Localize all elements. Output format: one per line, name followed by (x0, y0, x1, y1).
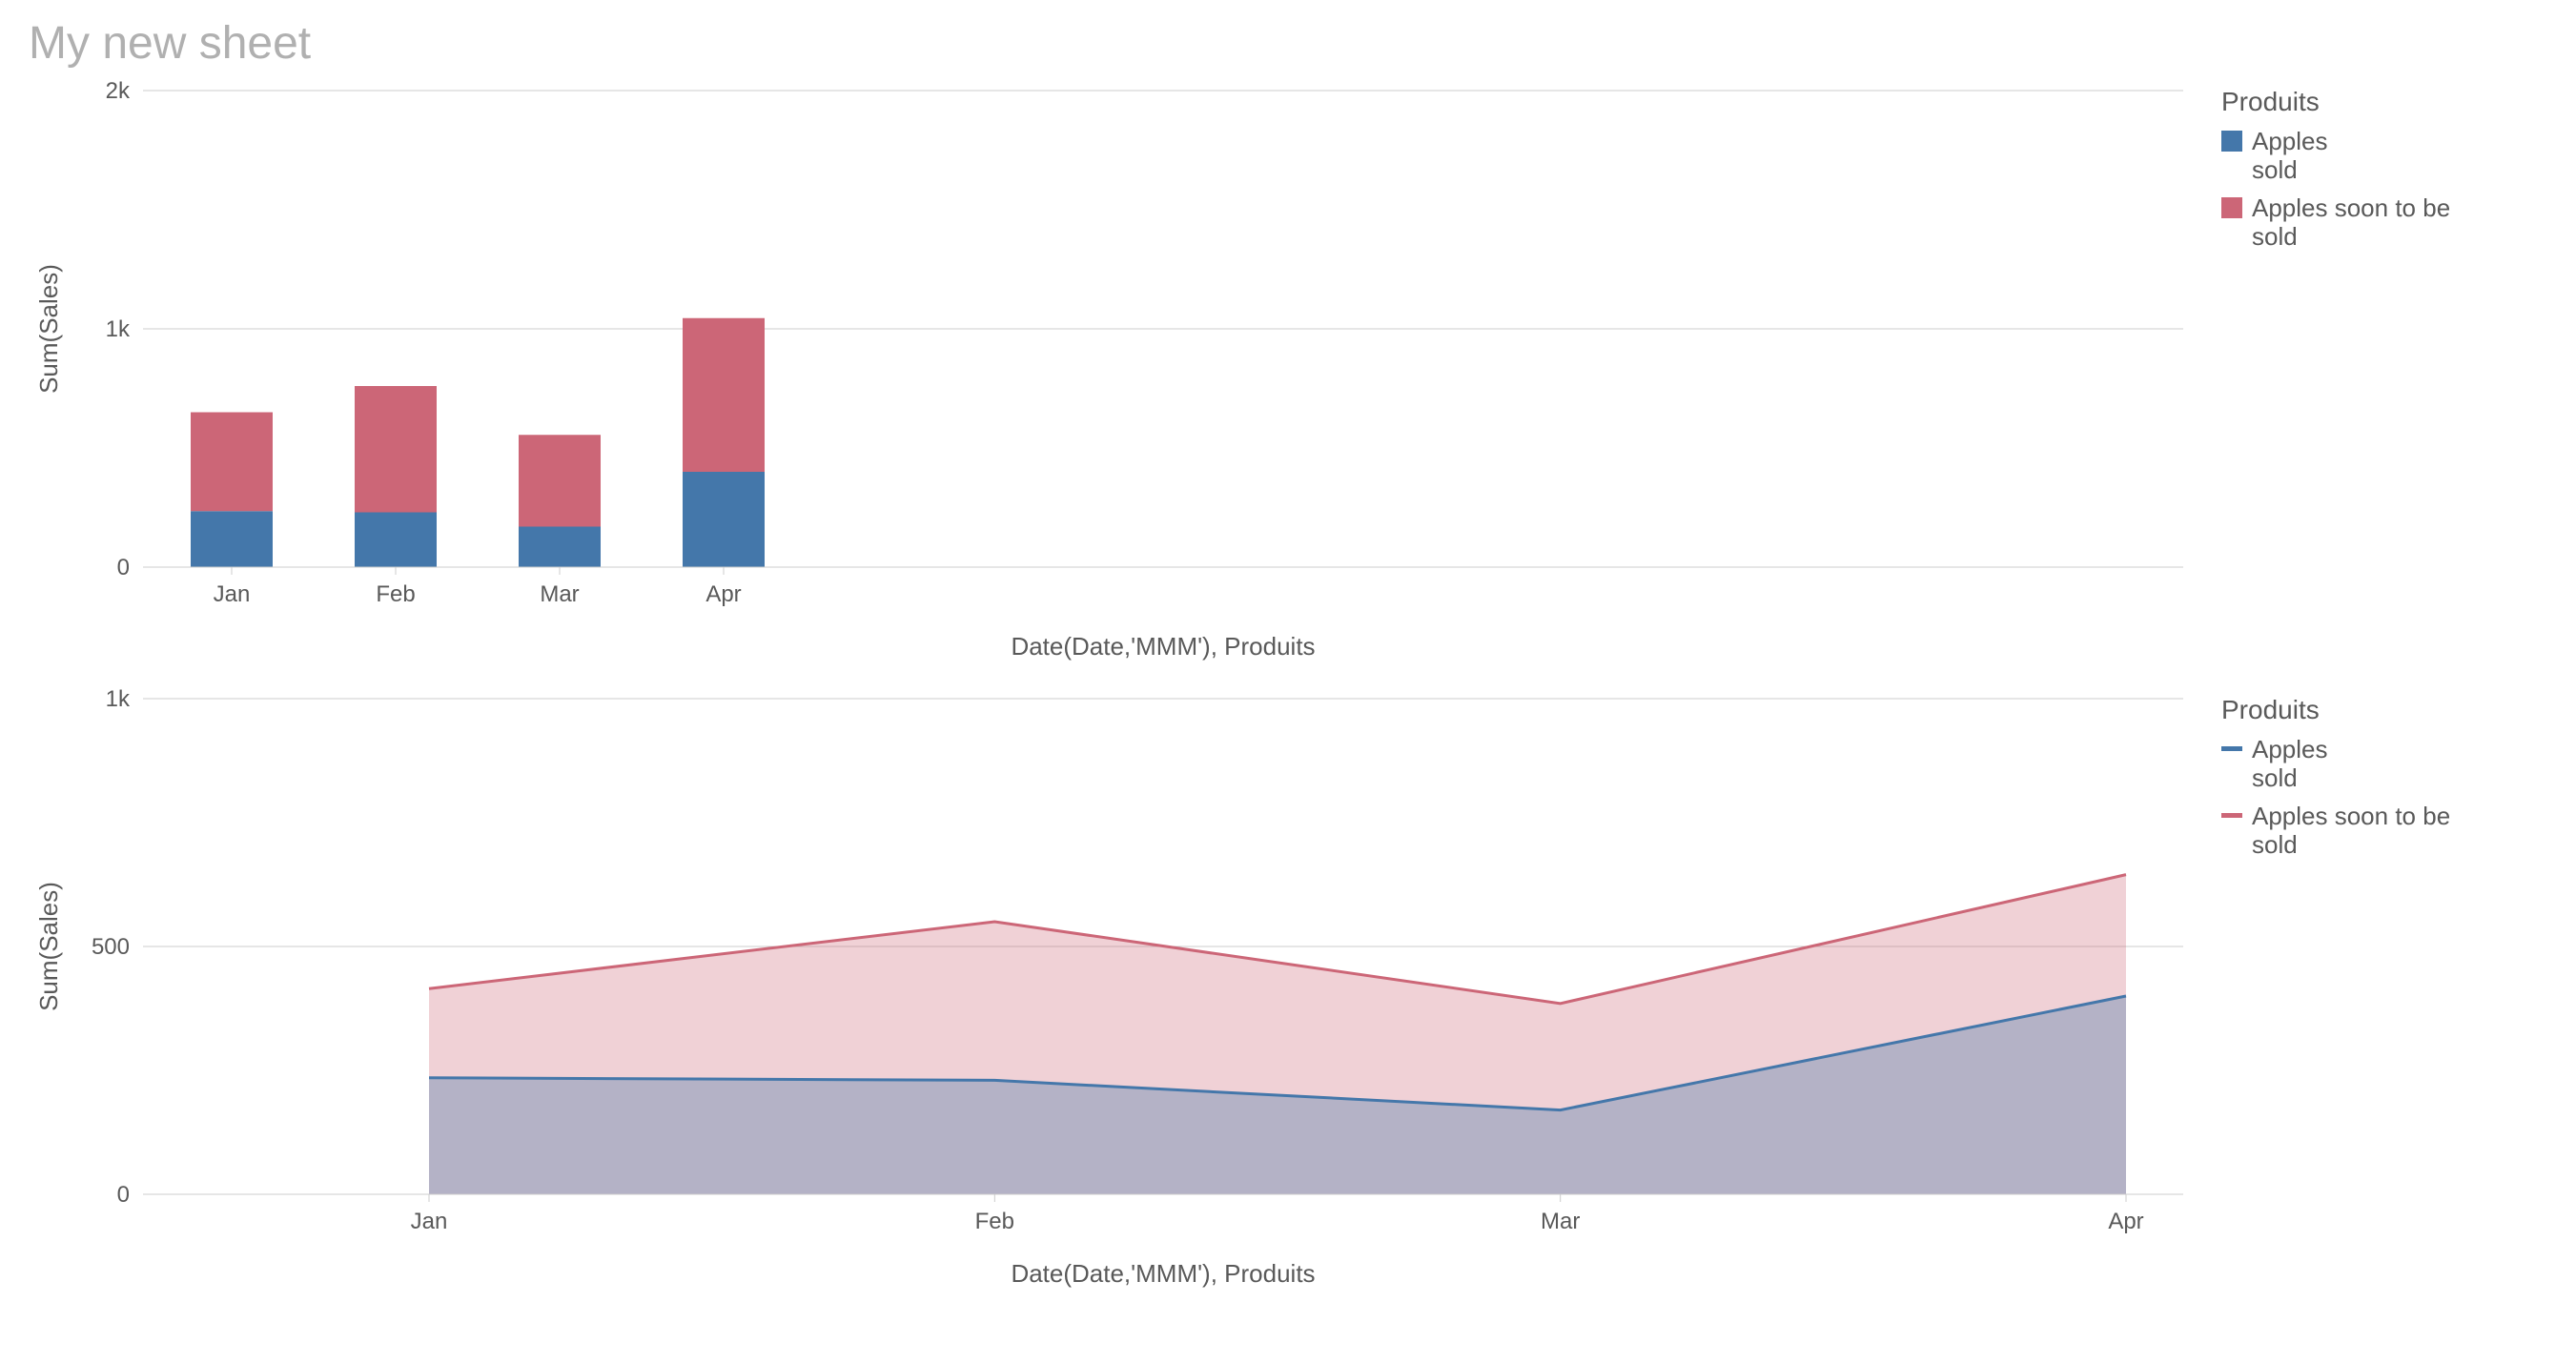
legend-title: Produits (2221, 695, 2565, 725)
legend-swatch-icon (2221, 131, 2242, 152)
line-chart-row: 0 500 1k Jan Feb Mar Apr Sum(Sales) Date(Date,'M… (29, 689, 2547, 1299)
legend-label: Applessold (2252, 735, 2328, 792)
svg-text:1k: 1k (106, 689, 131, 712)
svg-text:Date(Date,'MMM'), Produits: Date(Date,'MMM'), Produits (1011, 632, 1315, 661)
svg-text:Jan: Jan (411, 1209, 448, 1234)
legend-swatch-icon (2221, 813, 2242, 818)
svg-text:Feb: Feb (376, 581, 415, 607)
svg-text:Jan: Jan (214, 581, 251, 607)
svg-text:500: 500 (92, 934, 130, 960)
legend-item-apples-soon[interactable]: Apples soon to besold (2221, 193, 2565, 251)
svg-text:2k: 2k (106, 81, 131, 104)
legend-label: Apples soon to besold (2252, 802, 2450, 859)
legend-label: Applessold (2252, 127, 2328, 184)
svg-text:0: 0 (117, 1182, 130, 1208)
svg-text:Mar: Mar (540, 581, 579, 607)
legend-label: Apples soon to besold (2252, 193, 2450, 251)
svg-text:Date(Date,'MMM'), Produits: Date(Date,'MMM'), Produits (1011, 1259, 1315, 1288)
svg-text:Apr: Apr (2108, 1209, 2143, 1234)
bar-chart-row: 0 1k 2k Jan Feb Mar Apr Sum(Sales) Date(Date,'MM… (29, 81, 2547, 672)
legend-item-apples-sold[interactable]: Applessold (2221, 735, 2565, 792)
legend-swatch-icon (2221, 197, 2242, 218)
legend-swatch-icon (2221, 746, 2242, 751)
legend-item-apples-sold[interactable]: Applessold (2221, 127, 2565, 184)
line-chart-legend: Produits Applessold Apples soon to besol… (2193, 689, 2565, 1299)
svg-text:Apr: Apr (705, 581, 741, 607)
svg-text:Mar: Mar (1541, 1209, 1580, 1234)
line-chart[interactable]: 0 500 1k Jan Feb Mar Apr Sum(Sales) Date(Date,'M… (29, 689, 2193, 1299)
svg-text:Sum(Sales): Sum(Sales) (34, 882, 63, 1011)
svg-text:0: 0 (117, 555, 130, 580)
svg-text:Feb: Feb (975, 1209, 1014, 1234)
legend-item-apples-soon[interactable]: Apples soon to besold (2221, 802, 2565, 859)
bar-chart[interactable]: 0 1k 2k Jan Feb Mar Apr Sum(Sales) Date(Date,'MM… (29, 81, 2193, 672)
svg-text:1k: 1k (106, 316, 131, 342)
bar-chart-legend: Produits Applessold Apples soon to besol… (2193, 81, 2565, 672)
svg-text:Sum(Sales): Sum(Sales) (34, 264, 63, 394)
sheet-title: My new sheet (29, 17, 2547, 70)
legend-title: Produits (2221, 87, 2565, 117)
